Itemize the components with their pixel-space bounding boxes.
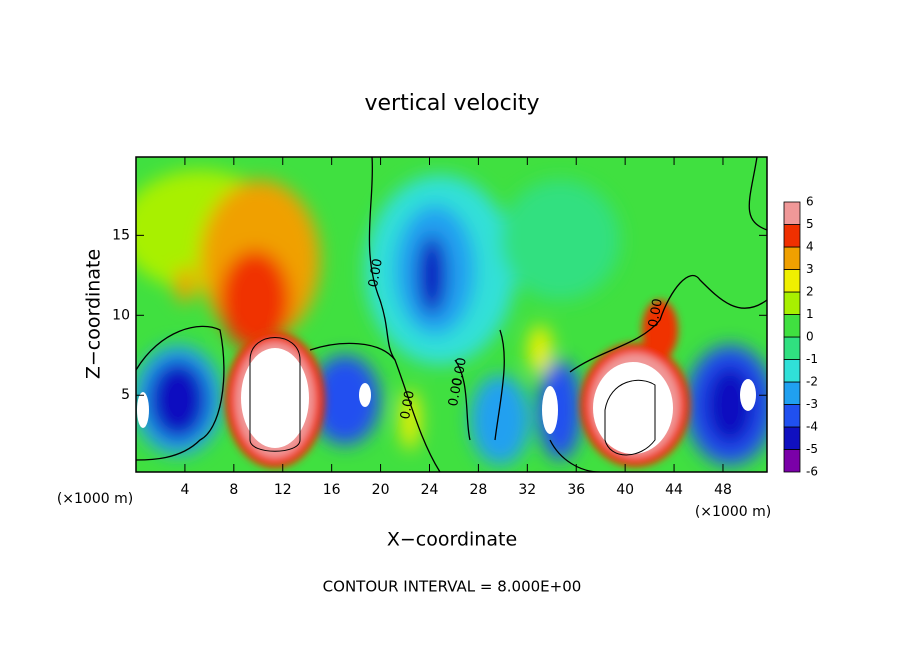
chart-title: vertical velocity — [364, 91, 539, 116]
colorbar-band — [783, 449, 801, 473]
x-tick-label: 44 — [665, 482, 683, 498]
x-tick-label: 36 — [567, 482, 585, 498]
colorbar-band — [783, 291, 801, 315]
colorbar-band — [783, 246, 801, 270]
plot-frame — [135, 156, 768, 473]
colorbar-label: -2 — [806, 375, 818, 389]
colorbar-band — [783, 224, 801, 248]
colorbar-band — [783, 426, 801, 450]
field — [136, 157, 767, 472]
contour-label: 0.00 — [446, 376, 466, 407]
contour-label: 0.00 — [398, 389, 418, 420]
x-unit-label: (×1000 m) — [695, 504, 771, 520]
contour-label: 0.00 — [646, 297, 666, 328]
colorbar-label: 6 — [806, 195, 814, 209]
x-tick-label: 40 — [616, 482, 634, 498]
contour-label: 0.00 — [366, 257, 386, 288]
x-tick-label: 12 — [274, 482, 292, 498]
colorbar-label: -3 — [806, 397, 818, 411]
colorbar-band — [783, 381, 801, 405]
colorbar-band — [783, 269, 801, 293]
colorbar-label: 1 — [806, 307, 814, 321]
x-tick-label: 28 — [469, 482, 487, 498]
colorbar-label: 0 — [806, 330, 814, 344]
colorbar-label: 3 — [806, 262, 814, 276]
colorbar-band — [783, 359, 801, 383]
colorbar-band — [783, 336, 801, 360]
colorbar-band — [783, 201, 801, 225]
colorbar-label: -6 — [806, 465, 818, 479]
colorbar-label: -4 — [806, 420, 818, 434]
colorbar-label: -1 — [806, 352, 818, 366]
x-tick-label: 48 — [714, 482, 732, 498]
x-tick-label: 16 — [323, 482, 341, 498]
x-tick-label: 32 — [518, 482, 536, 498]
x-tick-label: 20 — [372, 482, 390, 498]
colorbar-label: 2 — [806, 285, 814, 299]
colorbar-label: 5 — [806, 217, 814, 231]
colorbar-band — [783, 314, 801, 338]
colorbar-label: 4 — [806, 240, 814, 254]
x-tick-label: 8 — [229, 482, 238, 498]
colorbar-band — [783, 404, 801, 428]
x-tick-label: 24 — [421, 482, 439, 498]
y-tick-label: 10 — [112, 307, 130, 323]
y-axis-label: Z−coordinate — [83, 249, 105, 379]
x-unit-label: (×1000 m) — [57, 491, 133, 507]
y-tick-label: 15 — [112, 227, 130, 243]
colorbar-label: -5 — [806, 442, 818, 456]
x-tick-label: 4 — [180, 482, 189, 498]
y-tick-label: 5 — [121, 387, 130, 403]
contour-label: 0.00 — [450, 356, 470, 387]
x-axis-label: X−coordinate — [387, 529, 517, 551]
annotation: CONTOUR INTERVAL = 8.000E+00 — [323, 578, 582, 596]
